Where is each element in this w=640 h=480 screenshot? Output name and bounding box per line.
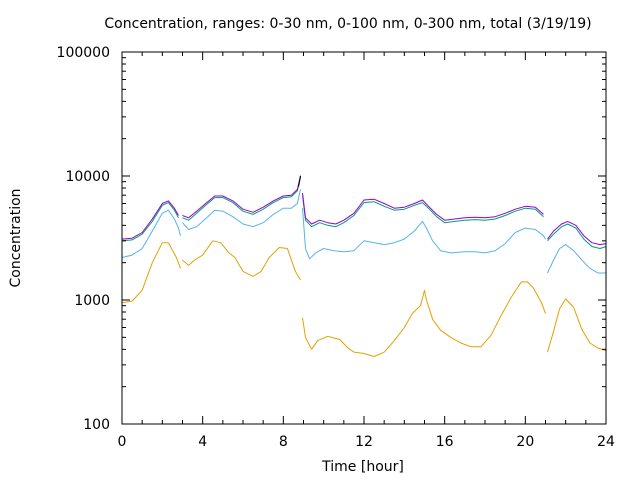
x-tick-label: 20 <box>516 434 534 450</box>
series-line-4 <box>182 175 301 219</box>
x-tick-label: 4 <box>198 434 207 450</box>
series-line-3 <box>547 223 607 249</box>
series-line-1 <box>121 242 181 304</box>
series-layer <box>121 175 607 357</box>
x-tick-label: 8 <box>279 434 288 450</box>
series-line-2 <box>302 208 546 260</box>
x-tick-label: 12 <box>355 434 373 450</box>
series-line-1 <box>547 298 607 353</box>
y-tick-label: 100 <box>83 417 110 433</box>
y-tick-label: 10000 <box>65 169 110 185</box>
tick-layer: 0 4 8 12 16 20 24 100 1000 10000 100000 <box>57 45 615 450</box>
x-tick-label: 0 <box>118 434 127 450</box>
series-line-4 <box>547 220 607 246</box>
chart-title: Concentration, ranges: 0-30 nm, 0-100 nm… <box>104 16 591 32</box>
series-line-1 <box>182 240 301 281</box>
series-line-2 <box>121 209 181 258</box>
series-line-2 <box>182 189 301 230</box>
y-tick-label: 1000 <box>74 293 110 309</box>
x-tick-label: 24 <box>597 434 615 450</box>
series-line-3 <box>182 176 301 221</box>
x-tick-label: 16 <box>436 434 454 450</box>
series-line-2 <box>547 244 606 274</box>
series-line-3 <box>302 195 544 228</box>
y-tick-label: 100000 <box>57 45 110 61</box>
series-line-3 <box>121 202 179 242</box>
y-axis-label: Concentration <box>8 188 24 287</box>
series-line-4 <box>302 192 544 225</box>
x-axis-label: Time [hour] <box>321 459 404 475</box>
series-line-4 <box>121 200 179 240</box>
plot-frame <box>121 51 607 425</box>
series-line-5 <box>298 175 301 187</box>
series-line-1 <box>302 281 546 357</box>
